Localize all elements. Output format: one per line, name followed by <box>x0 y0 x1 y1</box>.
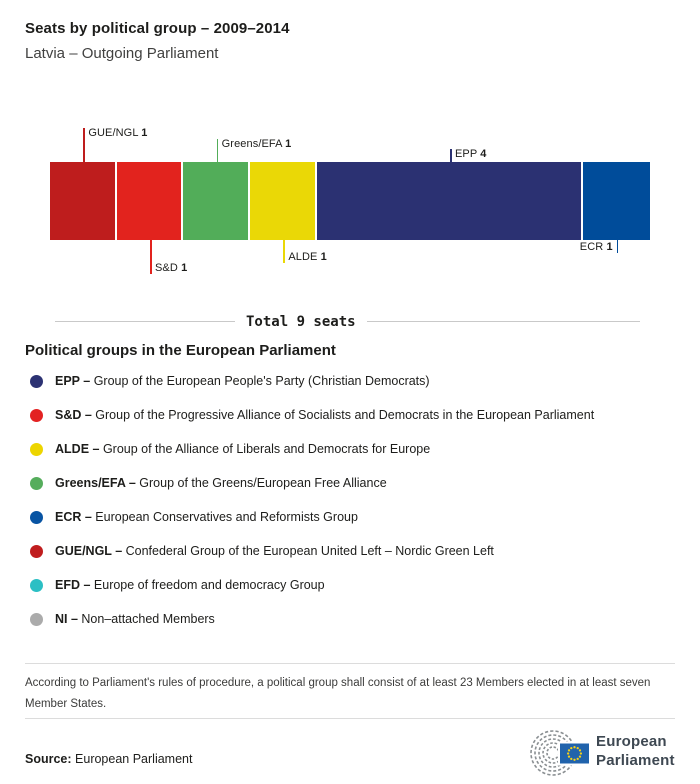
page-title: Seats by political group – 2009–2014 <box>25 20 290 37</box>
callout-line-greens-efa <box>216 139 219 162</box>
bar-segment-greens-efa <box>183 162 248 240</box>
footnote-divider-top <box>25 663 675 664</box>
callout-line-alde <box>283 240 285 263</box>
bar-segment-epp <box>316 162 582 240</box>
callout-label-alde: ALDE 1 <box>288 251 327 263</box>
divider-line-left <box>55 321 235 322</box>
page-subtitle: Latvia – Outgoing Parliament <box>25 45 219 62</box>
footnote-divider-bottom <box>25 718 675 719</box>
legend-dot-s-d <box>30 408 43 422</box>
hemicycle-icon <box>530 730 591 776</box>
source-value: European Parliament <box>75 752 193 766</box>
total-seats-divider: Total 9 seats <box>55 313 640 330</box>
legend-text: NI – Non–attached Members <box>55 612 215 626</box>
divider-line-right <box>366 321 640 322</box>
european-parliament-logo: European Parliament <box>522 727 682 779</box>
callout-label-s-d: S&D 1 <box>155 262 188 274</box>
callout-line-epp <box>450 149 452 162</box>
logo-line2: Parliament <box>596 752 675 769</box>
legend-dot-gue-ngl <box>30 544 43 558</box>
legend-item-greens-efa: Greens/EFA – Group of the Greens/Europea… <box>25 466 685 500</box>
bar-segment-alde <box>250 162 315 240</box>
total-seats-label: Total 9 seats <box>246 313 356 330</box>
stacked-bar <box>50 162 650 240</box>
legend-item-s-d: S&D – Group of the Progressive Alliance … <box>25 398 685 432</box>
bar-segment-gue-ngl <box>50 162 115 240</box>
eu-flag-icon <box>558 741 591 766</box>
legend-text: ECR – European Conservatives and Reformi… <box>55 510 358 524</box>
legend-dot-epp <box>30 374 43 388</box>
legend-item-epp: EPP – Group of the European People's Par… <box>25 364 685 398</box>
legend-text: ALDE – Group of the Alliance of Liberals… <box>55 442 431 456</box>
legend-text: S&D – Group of the Progressive Alliance … <box>55 408 595 422</box>
legend-item-efd: EFD – Europe of freedom and democracy Gr… <box>25 568 685 602</box>
legend-text: Greens/EFA – Group of the Greens/Europea… <box>55 476 387 490</box>
legend-dot-ni <box>30 612 43 626</box>
logo-wordmark: European Parliament <box>596 732 675 770</box>
legend-dot-alde <box>30 442 43 456</box>
bar-chart: GUE/NGL 1 S&D 1 Greens/EFA 1 ALDE 1 EPP 4 ECR… <box>0 0 700 300</box>
callout-label-ecr: ECR 1 <box>579 241 613 253</box>
legend-text: GUE/NGL – Confederal Group of the Europe… <box>55 544 494 558</box>
callout-line-gue-ngl <box>83 128 85 162</box>
legend-item-ni: NI – Non–attached Members <box>25 602 685 636</box>
callout-line-s-d <box>150 240 152 274</box>
legend-item-alde: ALDE – Group of the Alliance of Liberals… <box>25 432 685 466</box>
legend-text: EPP – Group of the European People's Par… <box>55 374 430 388</box>
legend-heading: Political groups in the European Parliam… <box>25 342 336 359</box>
callout-label-epp: EPP 4 <box>455 148 487 160</box>
footnote-text: According to Parliament's rules of proce… <box>25 677 651 710</box>
legend-item-ecr: ECR – European Conservatives and Reformi… <box>25 500 685 534</box>
source-line: Source: European Parliament <box>25 752 192 766</box>
source-label: Source: <box>25 752 72 766</box>
callout-label-gue-ngl: GUE/NGL 1 <box>88 127 148 139</box>
bar-segment-ecr <box>583 162 650 240</box>
legend-item-gue-ngl: GUE/NGL – Confederal Group of the Europe… <box>25 534 685 568</box>
legend-text: EFD – Europe of freedom and democracy Gr… <box>55 578 325 592</box>
bar-segment-s-d <box>116 162 182 240</box>
logo-line1: European <box>596 733 667 750</box>
legend-dot-greens-efa <box>30 476 43 490</box>
legend-dot-ecr <box>30 510 43 524</box>
callout-line-ecr <box>616 240 619 253</box>
legend-dot-efd <box>30 578 43 592</box>
legend-list: EPP – Group of the European People's Par… <box>25 364 685 636</box>
callout-label-greens-efa: Greens/EFA 1 <box>221 138 292 150</box>
